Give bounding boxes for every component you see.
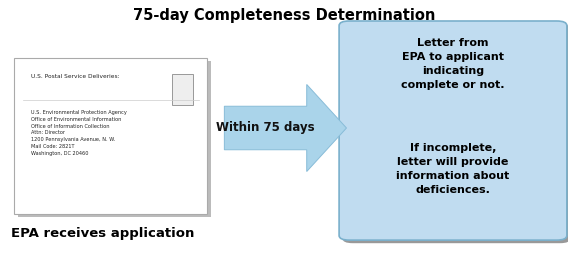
FancyBboxPatch shape [14, 58, 207, 214]
Text: U.S. Postal Service Deliveries:: U.S. Postal Service Deliveries: [31, 74, 120, 79]
Polygon shape [224, 84, 346, 172]
Text: EPA receives application: EPA receives application [11, 227, 195, 240]
Text: Letter from
EPA to applicant
indicating
complete or not.: Letter from EPA to applicant indicating … [401, 38, 505, 90]
FancyBboxPatch shape [339, 21, 567, 240]
Text: 75-day Completeness Determination: 75-day Completeness Determination [133, 8, 435, 23]
FancyBboxPatch shape [343, 24, 568, 243]
Text: Within 75 days: Within 75 days [216, 122, 315, 134]
Text: If incomplete,
letter will provide
information about
deficiences.: If incomplete, letter will provide infor… [396, 143, 509, 195]
FancyBboxPatch shape [18, 61, 211, 217]
FancyBboxPatch shape [172, 74, 193, 105]
Text: U.S. Environmental Protection Agency
Office of Environmental Information
Office : U.S. Environmental Protection Agency Off… [31, 110, 127, 156]
